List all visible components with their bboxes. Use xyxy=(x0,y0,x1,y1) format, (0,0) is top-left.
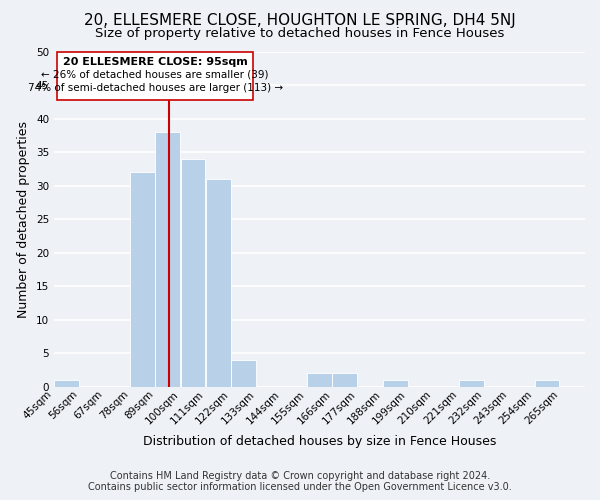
Bar xyxy=(232,360,256,386)
FancyBboxPatch shape xyxy=(58,52,253,100)
Bar xyxy=(155,132,180,386)
Bar xyxy=(130,172,155,386)
Text: Size of property relative to detached houses in Fence Houses: Size of property relative to detached ho… xyxy=(95,28,505,40)
Text: Contains HM Land Registry data © Crown copyright and database right 2024.: Contains HM Land Registry data © Crown c… xyxy=(110,471,490,481)
Bar xyxy=(55,380,79,386)
Text: ← 26% of detached houses are smaller (39): ← 26% of detached houses are smaller (39… xyxy=(41,70,269,80)
Y-axis label: Number of detached properties: Number of detached properties xyxy=(17,120,31,318)
Bar xyxy=(383,380,407,386)
Text: 20 ELLESMERE CLOSE: 95sqm: 20 ELLESMERE CLOSE: 95sqm xyxy=(63,56,248,66)
Bar xyxy=(535,380,559,386)
Text: 20, ELLESMERE CLOSE, HOUGHTON LE SPRING, DH4 5NJ: 20, ELLESMERE CLOSE, HOUGHTON LE SPRING,… xyxy=(84,12,516,28)
Text: Contains public sector information licensed under the Open Government Licence v3: Contains public sector information licen… xyxy=(88,482,512,492)
Bar xyxy=(181,158,205,386)
Bar xyxy=(206,179,230,386)
Bar xyxy=(459,380,484,386)
X-axis label: Distribution of detached houses by size in Fence Houses: Distribution of detached houses by size … xyxy=(143,434,496,448)
Bar xyxy=(332,373,357,386)
Text: 74% of semi-detached houses are larger (113) →: 74% of semi-detached houses are larger (… xyxy=(28,84,283,94)
Bar xyxy=(307,373,332,386)
